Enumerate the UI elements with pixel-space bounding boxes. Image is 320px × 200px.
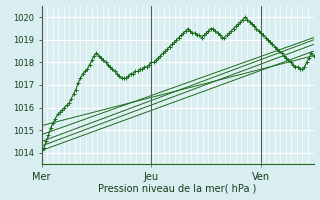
X-axis label: Pression niveau de la mer( hPa ): Pression niveau de la mer( hPa ) bbox=[99, 183, 257, 193]
